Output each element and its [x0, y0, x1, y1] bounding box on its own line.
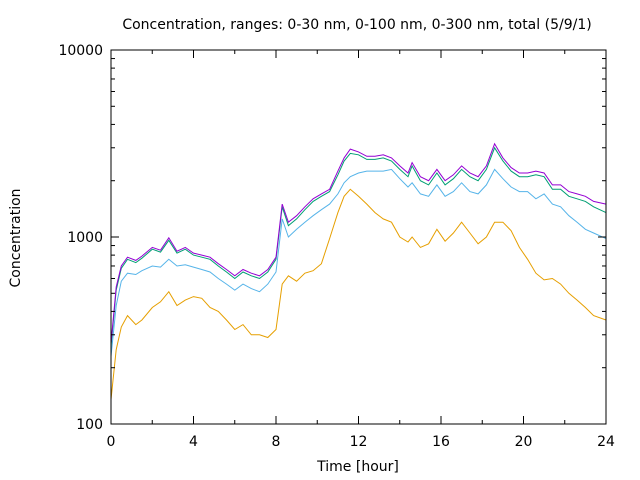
series-layer	[110, 142, 607, 400]
x-tick-label: 24	[597, 434, 615, 450]
x-tick-label: 4	[189, 434, 198, 450]
x-axis-label: Time [hour]	[316, 459, 399, 475]
series-line-3	[110, 146, 607, 347]
plot-frame	[110, 49, 607, 425]
x-tick-label: 20	[515, 434, 533, 450]
series-line-4	[110, 142, 607, 344]
x-tick-label: 0	[107, 434, 116, 450]
x-tick-label: 12	[350, 434, 368, 450]
chart-title: Concentration, ranges: 0-30 nm, 0-100 nm…	[122, 17, 591, 33]
y-axis-label: Concentration	[8, 188, 24, 287]
x-tick-label: 16	[432, 434, 450, 450]
y-tick-label: 10000	[58, 43, 103, 59]
axis-layer: 0 4 8 12 16 20 24 100 1000 10000	[58, 43, 615, 450]
y-tick-label: 100	[76, 417, 103, 433]
y-tick-label: 1000	[67, 230, 103, 246]
series-line-1	[110, 188, 607, 400]
series-line-2	[110, 168, 607, 357]
x-tick-label: 8	[272, 434, 281, 450]
